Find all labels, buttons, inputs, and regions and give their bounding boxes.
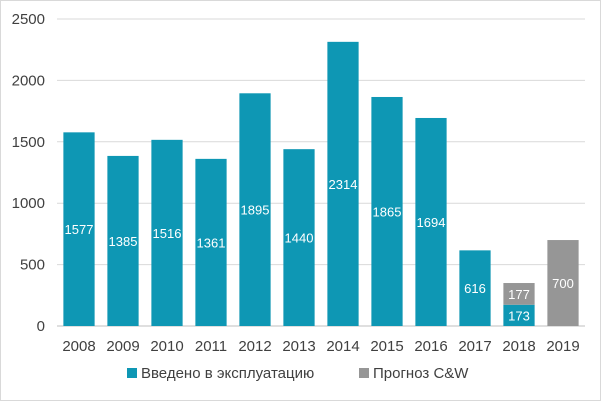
data-label: 1516 — [153, 226, 182, 241]
bar-2015-series-1 — [371, 96, 403, 326]
y-tick-label: 1500 — [12, 134, 45, 151]
bar-2013-series-1 — [283, 149, 315, 326]
legend-label-2: Прогноз C&W — [373, 365, 469, 382]
x-tick-label: 2017 — [458, 338, 491, 355]
bars — [63, 41, 579, 327]
y-axis-ticks: 0 500 1000 1500 2000 2500 — [12, 11, 45, 335]
x-tick-label: 2012 — [238, 338, 271, 355]
data-label: 177 — [508, 287, 530, 302]
data-label: 1694 — [417, 215, 446, 230]
y-tick-label: 500 — [20, 257, 45, 274]
data-label: 1865 — [373, 204, 402, 219]
legend: Введено в эксплуатацию Прогноз C&W — [127, 365, 469, 382]
data-label: 1385 — [109, 234, 138, 249]
bar-2017-series-1 — [459, 250, 491, 326]
x-tick-label: 2014 — [326, 338, 359, 355]
x-tick-label: 2011 — [195, 338, 227, 355]
data-label: 1895 — [241, 203, 270, 218]
data-label: 700 — [552, 276, 574, 291]
y-tick-label: 1000 — [12, 195, 45, 212]
bar-2018-series-2 — [503, 283, 535, 305]
gridlines — [57, 18, 585, 327]
x-tick-label: 2010 — [150, 338, 183, 355]
data-label: 2314 — [329, 177, 358, 192]
legend-swatch-1 — [127, 368, 137, 378]
legend-swatch-2 — [359, 368, 369, 378]
bar-2016-series-1 — [415, 117, 447, 326]
data-labels: 1577 1385 1516 1361 1895 1440 2314 1865 1694 616 1… — [65, 177, 574, 323]
x-tick-label: 2015 — [370, 338, 403, 355]
legend-label-1: Введено в эксплуатацию — [141, 365, 314, 382]
bar-2011-series-1 — [195, 158, 227, 326]
x-tick-label: 2016 — [414, 338, 447, 355]
data-label: 1361 — [197, 235, 226, 250]
y-tick-label: 2500 — [12, 11, 45, 28]
bar-2014-series-1 — [327, 41, 359, 327]
bar-2019-series-2 — [547, 240, 579, 326]
x-axis-ticks: 2008 2009 2010 2011 2012 2013 2014 2015 2016 2017… — [62, 338, 579, 355]
x-tick-label: 2008 — [62, 338, 95, 355]
data-label: 616 — [464, 281, 486, 296]
bar-2009-series-1 — [107, 155, 139, 326]
data-label: 1440 — [285, 231, 314, 246]
x-tick-label: 2018 — [502, 338, 535, 355]
bar-2010-series-1 — [151, 139, 183, 326]
data-label: 173 — [508, 308, 530, 323]
x-tick-label: 2009 — [106, 338, 139, 355]
bar-2018-series-1 — [503, 304, 535, 326]
x-tick-label: 2013 — [282, 338, 315, 355]
bar-2012-series-1 — [239, 93, 271, 326]
data-label: 1577 — [65, 222, 94, 237]
bar-2008-series-1 — [63, 132, 95, 326]
y-tick-label: 2000 — [12, 72, 45, 89]
x-tick-label: 2019 — [546, 338, 579, 355]
y-tick-label: 0 — [37, 318, 45, 335]
